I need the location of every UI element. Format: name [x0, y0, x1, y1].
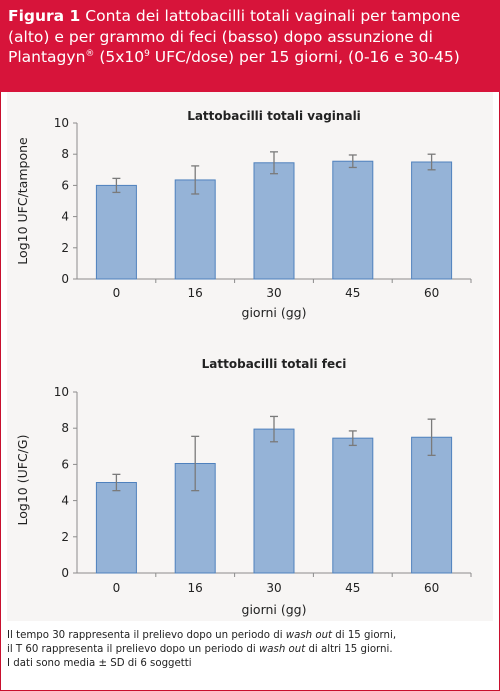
chart2-ytick-label: 0 — [61, 566, 69, 580]
footnote-line-2-post: di altri 15 giorni. — [305, 644, 393, 655]
chart2-ytick-label: 6 — [61, 457, 69, 471]
footnote-line-2-em: wash out — [258, 644, 306, 655]
chart2-xlabel: giorni (gg) — [242, 602, 307, 617]
caption-exponent: 9 — [144, 49, 150, 59]
chart2-ytick-label: 8 — [61, 421, 69, 435]
chart2-xtick-label: 60 — [424, 581, 439, 595]
caption-text-pre: Conta dei lattobacilli totali vaginali p… — [8, 7, 461, 66]
footnote-line-1-em: wash out — [285, 630, 333, 641]
chart1-bar — [174, 179, 216, 280]
charts-svg: Lattobacilli totali vaginali 0 2 4 6 8 10 0 16 30… — [15, 109, 472, 617]
chart1-xlabel: giorni (gg) — [242, 305, 307, 320]
chart1-title: Lattobacilli totali vaginali — [187, 109, 361, 123]
chart-panel: Lattobacilli totali vaginali 0 2 4 6 8 10 0 16 30… — [7, 92, 493, 621]
figure-label: Figura 1 — [8, 7, 81, 25]
chart2-bar — [332, 437, 374, 574]
chart2-bar — [411, 436, 453, 574]
caption-text-post: UFC/dose) per 15 giorni, (0-16 e 30-45) — [149, 48, 460, 66]
caption-reg-mark: ® — [85, 49, 95, 59]
chart1-ylabel: Log10 UFC/tampone — [15, 137, 30, 265]
chart1-bar — [253, 162, 295, 280]
footnote-line-1-post: di 15 giorni, — [332, 630, 397, 641]
chart2-xtick-label: 30 — [266, 581, 281, 595]
chart2-xtick-label: 16 — [188, 581, 203, 595]
chart2-xtick-label: 0 — [113, 581, 121, 595]
chart1-xtick-label: 30 — [266, 286, 281, 300]
chart1-xtick-label: 0 — [113, 286, 121, 300]
chart1-ytick-label: 0 — [61, 272, 69, 286]
chart1-ytick-label: 4 — [61, 210, 69, 224]
footnote-line-3: I dati sono media ± SD di 6 soggetti — [7, 658, 192, 669]
caption-text-mid: (5x10 — [94, 48, 145, 66]
chart2-ytick-label: 2 — [61, 530, 69, 544]
chart2-title: Lattobacilli totali feci — [202, 357, 347, 371]
chart1-ytick-label: 8 — [61, 147, 69, 161]
chart2-bar — [253, 428, 295, 574]
chart1-bar — [95, 184, 137, 280]
figure-caption: Figura 1 Conta dei lattobacilli totali v… — [0, 0, 500, 92]
chart1-xtick-label: 16 — [188, 286, 203, 300]
chart2-bar — [95, 482, 137, 574]
chart1-bar — [411, 161, 453, 280]
footnote-line-1: Il tempo 30 rappresenta il prelievo dopo… — [7, 629, 493, 643]
chart1-ytick-label: 10 — [54, 116, 69, 130]
chart2-ytick-label: 10 — [54, 385, 69, 399]
footnote-line-1-pre: Il tempo 30 rappresenta il prelievo dopo… — [7, 630, 286, 641]
chart1-xtick-label: 60 — [424, 286, 439, 300]
chart1-xtick-label: 45 — [345, 286, 360, 300]
chart2-xtick-label: 45 — [345, 581, 360, 595]
chart1-ytick-label: 2 — [61, 241, 69, 255]
figure-footnote: Il tempo 30 rappresenta il prelievo dopo… — [7, 629, 493, 671]
chart2-ylabel: Log10 (UFC/G) — [15, 435, 30, 526]
chart1-bar — [332, 160, 374, 280]
chart1-ytick-label: 6 — [61, 178, 69, 192]
footnote-line-2: il T 60 rappresenta il prelievo dopo un … — [7, 643, 493, 657]
chart2-ytick-label: 4 — [61, 494, 69, 508]
footnote-line-2-pre: il T 60 rappresenta il prelievo dopo un … — [7, 644, 259, 655]
